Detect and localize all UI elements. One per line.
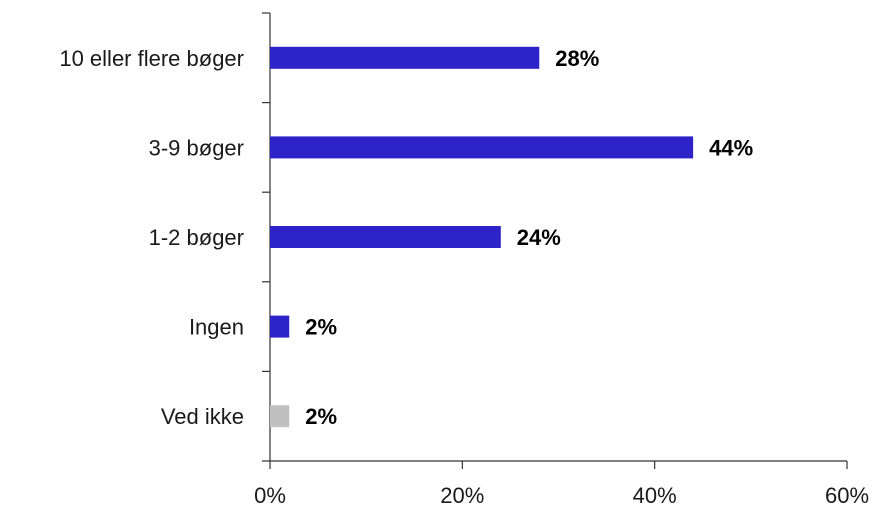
data-label: 2% — [305, 404, 337, 429]
x-axis: 0% 20% 40% 60% — [254, 460, 869, 508]
bars: 10 eller flere bøger 28% 3-9 bøger 44% 1-2 b… — [59, 46, 753, 429]
x-tick-label: 40% — [633, 483, 677, 508]
category-label: Ved ikke — [161, 404, 244, 429]
category-label: 10 eller flere bøger — [59, 46, 244, 71]
category-label: 3-9 bøger — [149, 135, 244, 160]
category-label: Ingen — [189, 315, 244, 340]
bar — [270, 46, 540, 69]
bar — [270, 136, 694, 159]
bar — [270, 405, 290, 428]
x-tick-label: 20% — [440, 483, 484, 508]
bar — [270, 315, 290, 338]
data-label: 28% — [555, 46, 599, 71]
y-axis — [262, 12, 271, 462]
data-label: 24% — [517, 225, 561, 250]
data-label: 44% — [709, 135, 753, 160]
x-tick-label: 60% — [825, 483, 869, 508]
category-label: 1-2 bøger — [149, 225, 244, 250]
bar — [270, 226, 501, 248]
x-tick-label: 0% — [254, 483, 286, 508]
data-label: 2% — [305, 315, 337, 340]
